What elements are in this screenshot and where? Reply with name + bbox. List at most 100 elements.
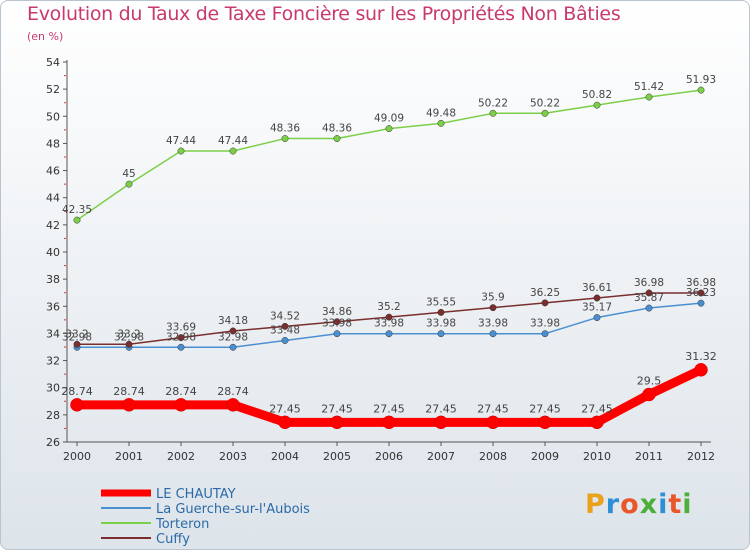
data-label: 35.9 [481, 292, 504, 304]
data-label: 31.32 [685, 350, 717, 363]
x-tick-label: 2002 [167, 450, 195, 463]
data-point [385, 313, 393, 321]
data-point [437, 308, 445, 316]
logo-letter: t [668, 489, 683, 520]
data-label: 35.55 [426, 296, 456, 308]
data-point [697, 299, 705, 307]
data-point [382, 415, 396, 430]
data-point [541, 330, 549, 338]
data-point [385, 330, 393, 338]
data-label: 27.45 [581, 402, 613, 415]
data-point [122, 398, 136, 412]
data-label: 28.74 [61, 385, 93, 398]
x-tick-label: 2012 [687, 450, 715, 463]
x-tick-label: 2009 [531, 450, 559, 463]
data-label: 28.74 [217, 385, 249, 398]
data-label: 33.69 [166, 322, 196, 334]
data-point [229, 147, 237, 155]
data-label: 33.98 [374, 318, 404, 330]
legend-label: La Guerche-sur-l'Aubois [156, 502, 310, 517]
data-point [645, 304, 653, 312]
data-label: 27.45 [477, 402, 509, 415]
data-label: 27.45 [529, 402, 561, 415]
y-tick-label: 50 [46, 110, 60, 123]
data-label: 33.48 [270, 324, 300, 336]
x-tick-label: 2000 [63, 450, 91, 463]
data-point [697, 289, 705, 297]
data-label: 47.44 [166, 135, 196, 147]
y-tick-label: 28 [46, 409, 60, 422]
data-point [642, 387, 656, 402]
data-point [333, 330, 341, 338]
chart-subtitle: (en %) [27, 30, 64, 43]
y-tick-label: 42 [46, 219, 60, 232]
data-label: 28.74 [165, 385, 197, 398]
data-point [486, 415, 500, 430]
data-point [437, 119, 445, 127]
data-point [590, 415, 604, 430]
y-tick-label: 48 [46, 137, 60, 150]
data-label: 36.98 [634, 277, 664, 289]
y-tick-label: 52 [46, 83, 60, 96]
logo-letter: o [620, 489, 640, 520]
data-label: 27.45 [321, 402, 353, 415]
x-tick-label: 2008 [479, 450, 507, 463]
data-point [593, 101, 601, 109]
legend-label: LE CHAUTAY [156, 487, 236, 502]
data-point [333, 135, 341, 142]
logo-letter: P [585, 489, 606, 520]
data-label: 33.98 [530, 318, 560, 330]
data-label: 36.98 [686, 277, 716, 289]
data-label: 34.86 [322, 306, 352, 318]
data-label: 35.87 [634, 292, 664, 304]
data-point [281, 135, 289, 142]
y-tick-label: 40 [46, 246, 60, 259]
data-point [281, 337, 289, 344]
data-point [177, 343, 185, 351]
series-line-2 [76, 89, 702, 221]
data-point [593, 314, 601, 321]
x-tick-label: 2007 [427, 450, 455, 463]
y-tick-label: 26 [46, 436, 60, 449]
data-point [278, 415, 292, 430]
data-label: 29.5 [637, 375, 662, 388]
data-point [177, 147, 185, 155]
data-point [73, 340, 81, 348]
data-label: 48.36 [270, 123, 300, 135]
y-tick-label: 54 [46, 56, 60, 69]
data-label: 33.2 [65, 328, 88, 340]
y-tick-label: 38 [46, 273, 60, 286]
data-point [593, 294, 601, 302]
x-tick-label: 2004 [271, 450, 299, 463]
data-label: 34.52 [270, 310, 300, 322]
data-label: 27.45 [425, 402, 457, 415]
data-point [73, 216, 81, 224]
data-label: 27.45 [269, 402, 301, 415]
data-point [330, 415, 344, 430]
data-point [434, 415, 448, 430]
data-point [541, 109, 549, 117]
data-label: 28.74 [113, 385, 145, 398]
data-label: 51.42 [634, 81, 664, 93]
data-label: 27.45 [373, 402, 405, 415]
data-point [645, 289, 653, 297]
x-tick-label: 2006 [375, 450, 403, 463]
x-tick-label: 2010 [583, 450, 611, 463]
data-label: 45 [122, 168, 135, 180]
data-label: 32.98 [218, 331, 248, 343]
data-label: 48.36 [322, 123, 352, 135]
data-point [333, 318, 341, 326]
y-tick-label: 36 [46, 300, 60, 313]
data-point [229, 343, 237, 351]
logo-letter: i [658, 489, 669, 520]
data-label: 33.98 [426, 318, 456, 330]
x-tick-label: 2011 [635, 450, 663, 463]
data-point [437, 330, 445, 338]
data-label: 33.2 [117, 328, 140, 340]
data-point [541, 299, 549, 307]
data-label: 51.93 [686, 74, 716, 86]
data-label: 35.17 [582, 302, 612, 314]
legend-label: Cuffy [156, 532, 190, 547]
data-point [125, 340, 133, 348]
